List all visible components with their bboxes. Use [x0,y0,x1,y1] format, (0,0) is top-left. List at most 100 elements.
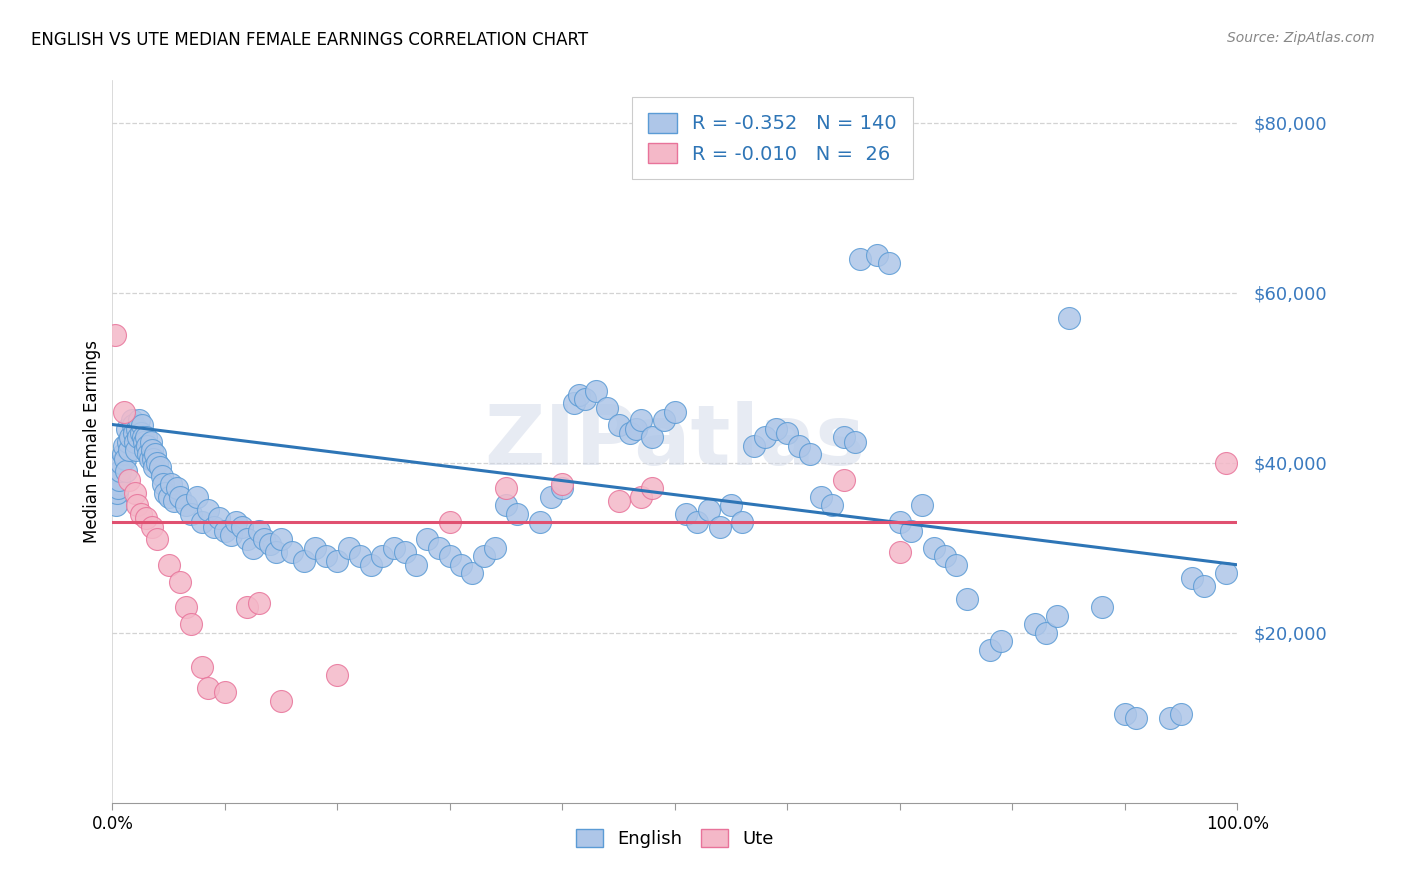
Point [1024,617,1046,632]
Point [472,549,495,564]
Point [765,422,787,436]
Point [253,533,276,547]
Point [259,536,281,550]
Point [131,417,153,432]
Point [382,541,405,555]
Point [124,485,146,500]
Point [360,558,382,572]
Point [641,430,664,444]
Point [551,477,574,491]
Point [115,422,138,436]
Point [574,392,596,406]
Point [849,252,872,266]
Point [866,247,889,261]
Point [114,451,136,466]
Point [247,596,270,610]
Point [143,460,166,475]
Point [236,533,259,547]
Point [304,541,326,555]
Point [832,473,855,487]
Point [110,464,132,478]
Point [105,485,128,500]
Point [832,430,855,444]
Point [551,481,574,495]
Point [686,516,709,530]
Point [607,417,630,432]
Point [889,545,911,559]
Point [108,473,131,487]
Point [120,430,142,444]
Point [945,558,967,572]
Point [405,558,427,572]
Point [337,541,360,555]
Point [169,490,191,504]
Point [1215,566,1237,581]
Point [664,405,686,419]
Point [1159,711,1181,725]
Point [495,498,517,512]
Point [731,516,754,530]
Point [117,434,139,449]
Point [439,549,461,564]
Point [214,524,236,538]
Point [166,481,188,495]
Point [641,481,664,495]
Point [135,430,157,444]
Point [624,422,647,436]
Point [607,494,630,508]
Point [596,401,619,415]
Point [197,502,219,516]
Point [1057,311,1080,326]
Point [821,498,844,512]
Point [121,413,143,427]
Point [439,516,461,530]
Point [127,422,149,436]
Point [112,405,135,419]
Point [186,490,208,504]
Point [1035,625,1057,640]
Point [754,430,776,444]
Point [208,511,231,525]
Point [214,685,236,699]
Text: ZIPatlas: ZIPatlas [485,401,865,482]
Point [127,498,149,512]
Point [540,490,562,504]
Point [141,519,163,533]
Point [630,413,652,427]
Point [124,434,146,449]
Point [697,502,720,516]
Point [149,460,172,475]
Point [281,545,304,559]
Point [394,545,416,559]
Point [163,494,186,508]
Point [152,477,174,491]
Point [810,490,832,504]
Point [371,549,394,564]
Point [934,549,956,564]
Point [675,507,697,521]
Point [128,413,150,427]
Point [1181,570,1204,584]
Text: ENGLISH VS UTE MEDIAN FEMALE EARNINGS CORRELATION CHART: ENGLISH VS UTE MEDIAN FEMALE EARNINGS CO… [31,31,588,49]
Point [416,533,439,547]
Point [121,417,143,432]
Point [349,549,371,564]
Point [142,451,165,466]
Point [231,519,253,533]
Point [127,430,149,444]
Point [1215,456,1237,470]
Point [146,533,169,547]
Point [118,473,141,487]
Point [134,443,156,458]
Point [450,558,472,572]
Point [630,490,652,504]
Point [143,447,166,461]
Point [506,507,529,521]
Point [146,456,169,470]
Point [125,443,148,458]
Point [568,388,591,402]
Point [115,464,138,478]
Point [150,468,173,483]
Text: Source: ZipAtlas.com: Source: ZipAtlas.com [1227,31,1375,45]
Point [427,541,450,555]
